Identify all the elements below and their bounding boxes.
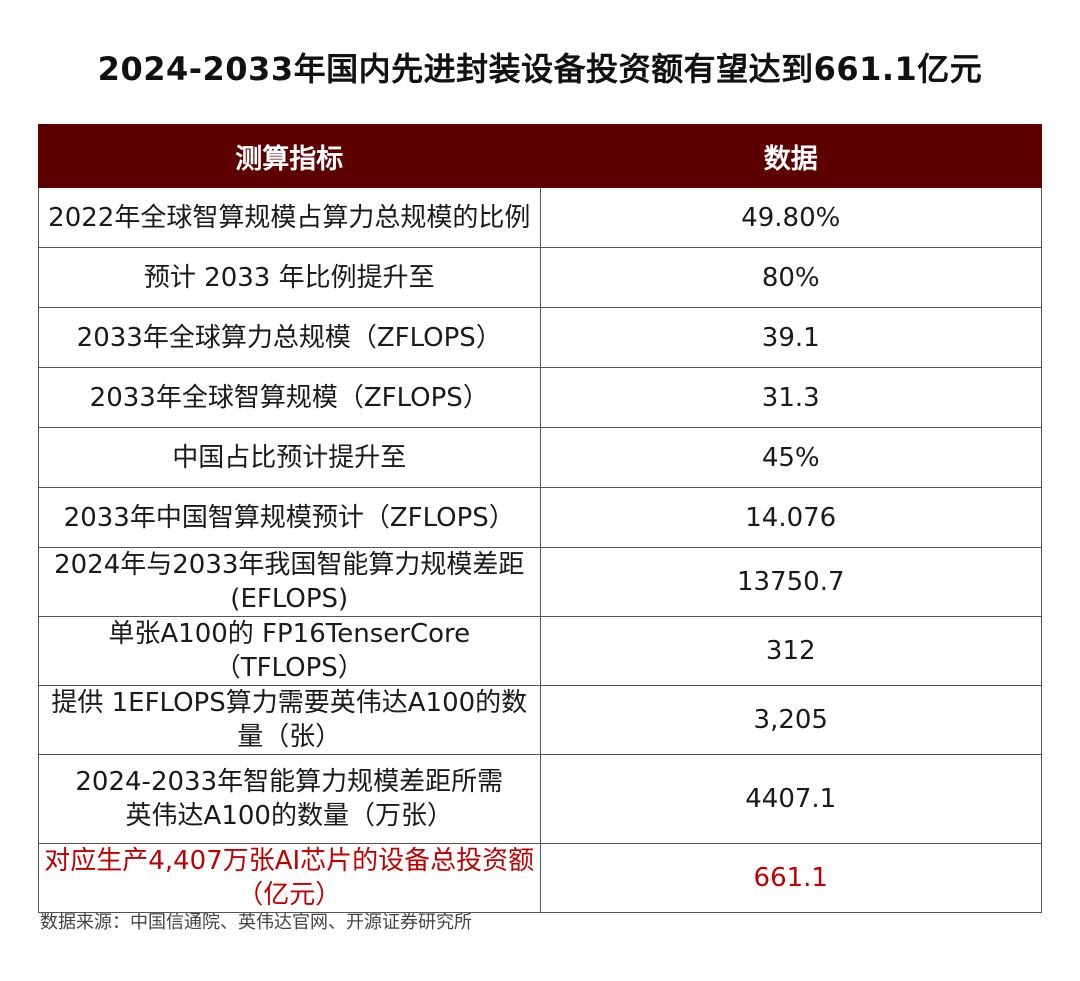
header-metric: 测算指标 bbox=[38, 124, 541, 188]
value-cell: 80% bbox=[539, 247, 1042, 308]
metric-cell: 2033年全球智算规模（ZFLOPS） bbox=[38, 367, 541, 428]
metric-cell: 2033年全球算力总规模（ZFLOPS） bbox=[38, 307, 541, 368]
table-header-row: 测算指标 数据 bbox=[38, 124, 1042, 188]
metric-cell: 提供 1EFLOPS算力需要英伟达A100的数量（张） bbox=[38, 685, 541, 755]
metric-cell: 2022年全球智算规模占算力总规模的比例 bbox=[38, 187, 541, 248]
metric-cell: 单张A100的 FP16TenserCore（TFLOPS） bbox=[38, 616, 541, 686]
source-note: 数据来源：中国信通院、英伟达官网、开源证券研究所 bbox=[40, 912, 472, 933]
metric-cell: 2033年中国智算规模预计（ZFLOPS） bbox=[38, 487, 541, 548]
metric-cell: 对应生产4,407万张AI芯片的设备总投资额（亿元） bbox=[38, 843, 541, 913]
table-row: 2024-2033年智能算力规模差距所需 英伟达A100的数量（万张） 4407… bbox=[38, 754, 1042, 844]
value-cell: 45% bbox=[539, 427, 1042, 488]
table-row: 2024年与2033年我国智能算力规模差距 (EFLOPS) 13750.7 bbox=[38, 547, 1042, 617]
value-cell: 13750.7 bbox=[539, 547, 1042, 617]
table-row: 预计 2033 年比例提升至 80% bbox=[38, 247, 1042, 308]
table-row: 2033年中国智算规模预计（ZFLOPS） 14.076 bbox=[38, 487, 1042, 548]
value-cell: 312 bbox=[539, 616, 1042, 686]
metric-cell: 预计 2033 年比例提升至 bbox=[38, 247, 541, 308]
metric-cell: 2024-2033年智能算力规模差距所需 英伟达A100的数量（万张） bbox=[38, 754, 541, 844]
table-row: 2022年全球智算规模占算力总规模的比例 49.80% bbox=[38, 187, 1042, 248]
metric-line-1: 2024-2033年智能算力规模差距所需 bbox=[75, 767, 504, 797]
data-table: 测算指标 数据 2022年全球智算规模占算力总规模的比例 49.80% 预计 20… bbox=[38, 124, 1042, 913]
table-row: 中国占比预计提升至 45% bbox=[38, 427, 1042, 488]
metric-line-2: 英伟达A100的数量（万张） bbox=[125, 801, 453, 831]
metric-cell: 2024年与2033年我国智能算力规模差距 (EFLOPS) bbox=[38, 547, 541, 617]
metric-cell: 中国占比预计提升至 bbox=[38, 427, 541, 488]
value-cell: 661.1 bbox=[539, 843, 1042, 913]
value-cell: 49.80% bbox=[539, 187, 1042, 248]
page-title: 2024-2033年国内先进封装设备投资额有望达到661.1亿元 bbox=[97, 50, 983, 88]
value-cell: 3,205 bbox=[539, 685, 1042, 755]
table-row-total: 对应生产4,407万张AI芯片的设备总投资额（亿元） 661.1 bbox=[38, 843, 1042, 913]
table-row: 提供 1EFLOPS算力需要英伟达A100的数量（张） 3,205 bbox=[38, 685, 1042, 755]
table-row: 单张A100的 FP16TenserCore（TFLOPS） 312 bbox=[38, 616, 1042, 686]
value-cell: 14.076 bbox=[539, 487, 1042, 548]
table-row: 2033年全球智算规模（ZFLOPS） 31.3 bbox=[38, 367, 1042, 428]
value-cell: 39.1 bbox=[539, 307, 1042, 368]
value-cell: 31.3 bbox=[539, 367, 1042, 428]
value-cell: 4407.1 bbox=[539, 754, 1042, 844]
table-row: 2033年全球算力总规模（ZFLOPS） 39.1 bbox=[38, 307, 1042, 368]
header-value: 数据 bbox=[539, 124, 1042, 188]
